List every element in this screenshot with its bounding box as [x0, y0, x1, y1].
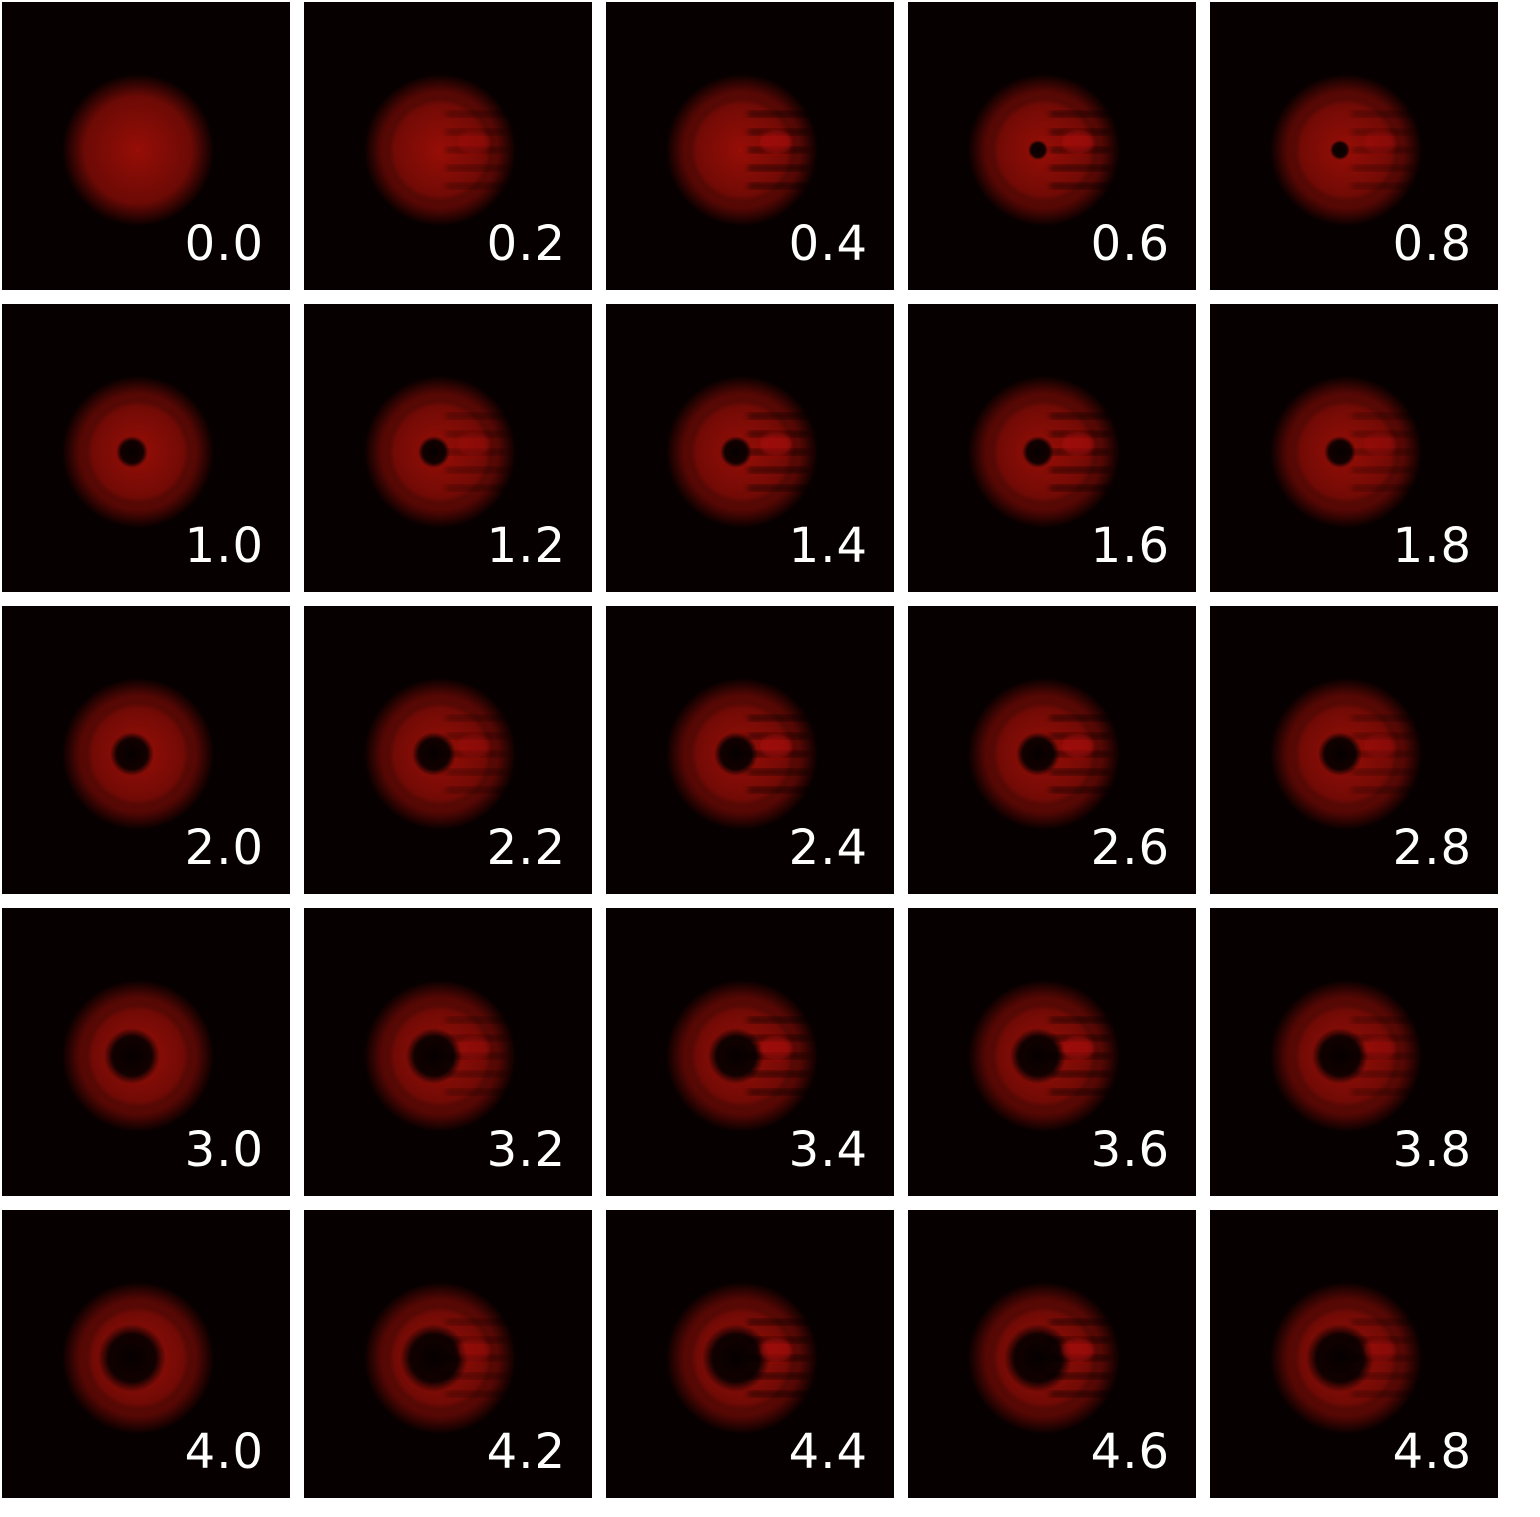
beam-core	[418, 436, 450, 468]
beam-panel: 2.8	[1210, 606, 1498, 894]
beam-core	[110, 732, 154, 776]
beam-panel: 2.4	[606, 606, 894, 894]
beam-panel: 3.8	[1210, 908, 1498, 1196]
beam-spot-image	[968, 678, 1120, 830]
panel-value-label: 2.0	[184, 820, 264, 876]
beam-core	[714, 732, 758, 776]
beam-core	[1318, 732, 1362, 776]
beam-core	[708, 1028, 764, 1084]
beam-core	[1028, 140, 1048, 160]
beam-panel: 0.6	[908, 2, 1196, 290]
panel-value-label: 4.4	[788, 1424, 868, 1480]
beam-spot-image	[1270, 376, 1422, 528]
beam-spot-image	[62, 74, 214, 226]
beam-core	[116, 436, 148, 468]
beam-spot-image	[1270, 74, 1422, 226]
beam-spot-image	[62, 1282, 214, 1434]
beam-spot-image	[968, 376, 1120, 528]
beam-spot-image	[1270, 678, 1422, 830]
panel-value-label: 4.6	[1090, 1424, 1170, 1480]
beam-spot-image	[62, 678, 214, 830]
panel-value-label: 4.0	[184, 1424, 264, 1480]
beam-panel: 1.4	[606, 304, 894, 592]
beam-spot-image	[968, 980, 1120, 1132]
beam-spot-image	[666, 980, 818, 1132]
panel-value-label: 2.4	[788, 820, 868, 876]
beam-spot-image	[364, 678, 516, 830]
beam-panel: 1.2	[304, 304, 592, 592]
beam-panel: 2.2	[304, 606, 592, 894]
beam-spot-image	[364, 376, 516, 528]
beam-core	[104, 1028, 160, 1084]
beam-spot-image	[968, 74, 1120, 226]
panel-value-label: 2.6	[1090, 820, 1170, 876]
beam-spot-image	[968, 1282, 1120, 1434]
panel-value-label: 3.6	[1090, 1122, 1170, 1178]
beam-spot-image	[62, 980, 214, 1132]
panel-value-label: 4.2	[486, 1424, 566, 1480]
panel-value-label: 2.2	[486, 820, 566, 876]
beam-panel: 3.4	[606, 908, 894, 1196]
beam-spot-image	[364, 1282, 516, 1434]
beam-spot-image	[1270, 1282, 1422, 1434]
panel-value-label: 0.2	[486, 216, 566, 272]
panel-value-label: 0.4	[788, 216, 868, 272]
panel-value-label: 1.2	[486, 518, 566, 574]
beam-panel: 3.6	[908, 908, 1196, 1196]
beam-panel: 4.4	[606, 1210, 894, 1498]
panel-value-label: 3.0	[184, 1122, 264, 1178]
beam-spot-image	[1270, 980, 1422, 1132]
beam-panel: 4.6	[908, 1210, 1196, 1498]
panel-value-label: 1.8	[1392, 518, 1472, 574]
panel-value-label: 3.2	[486, 1122, 566, 1178]
beam-core	[1312, 1028, 1368, 1084]
beam-panel: 3.2	[304, 908, 592, 1196]
beam-panel: 4.8	[1210, 1210, 1498, 1498]
beam-core	[412, 732, 456, 776]
beam-spot-image	[666, 74, 818, 226]
beam-core	[98, 1324, 166, 1392]
beam-panel: 3.0	[2, 908, 290, 1196]
beam-core	[406, 1028, 462, 1084]
beam-spot-image	[364, 74, 516, 226]
beam-panel: 0.2	[304, 2, 592, 290]
beam-spot-image	[666, 1282, 818, 1434]
panel-value-label: 0.0	[184, 216, 264, 272]
beam-spot-image	[364, 980, 516, 1132]
beam-core	[1016, 732, 1060, 776]
beam-core	[1324, 436, 1356, 468]
beam-panel: 4.0	[2, 1210, 290, 1498]
beam-panel: 1.6	[908, 304, 1196, 592]
panel-value-label: 4.8	[1392, 1424, 1472, 1480]
panel-value-label: 3.8	[1392, 1122, 1472, 1178]
panel-value-label: 1.4	[788, 518, 868, 574]
beam-panel: 1.0	[2, 304, 290, 592]
panel-value-label: 1.6	[1090, 518, 1170, 574]
beam-panel: 2.6	[908, 606, 1196, 894]
beam-spot-image	[666, 678, 818, 830]
beam-panel: 4.2	[304, 1210, 592, 1498]
beam-core	[1022, 436, 1054, 468]
beam-panel: 0.4	[606, 2, 894, 290]
panel-value-label: 2.8	[1392, 820, 1472, 876]
beam-panel: 0.0	[2, 2, 290, 290]
beam-spot-image	[666, 376, 818, 528]
beam-core	[1330, 140, 1350, 160]
panel-value-label: 1.0	[184, 518, 264, 574]
beam-panel: 0.8	[1210, 2, 1498, 290]
beam-panel: 1.8	[1210, 304, 1498, 592]
beam-panel: 2.0	[2, 606, 290, 894]
beam-spot-image	[62, 376, 214, 528]
panel-value-label: 3.4	[788, 1122, 868, 1178]
beam-core	[720, 436, 752, 468]
panel-value-label: 0.8	[1392, 216, 1472, 272]
beam-core	[1010, 1028, 1066, 1084]
panel-value-label: 0.6	[1090, 216, 1170, 272]
beam-spot	[62, 74, 214, 226]
